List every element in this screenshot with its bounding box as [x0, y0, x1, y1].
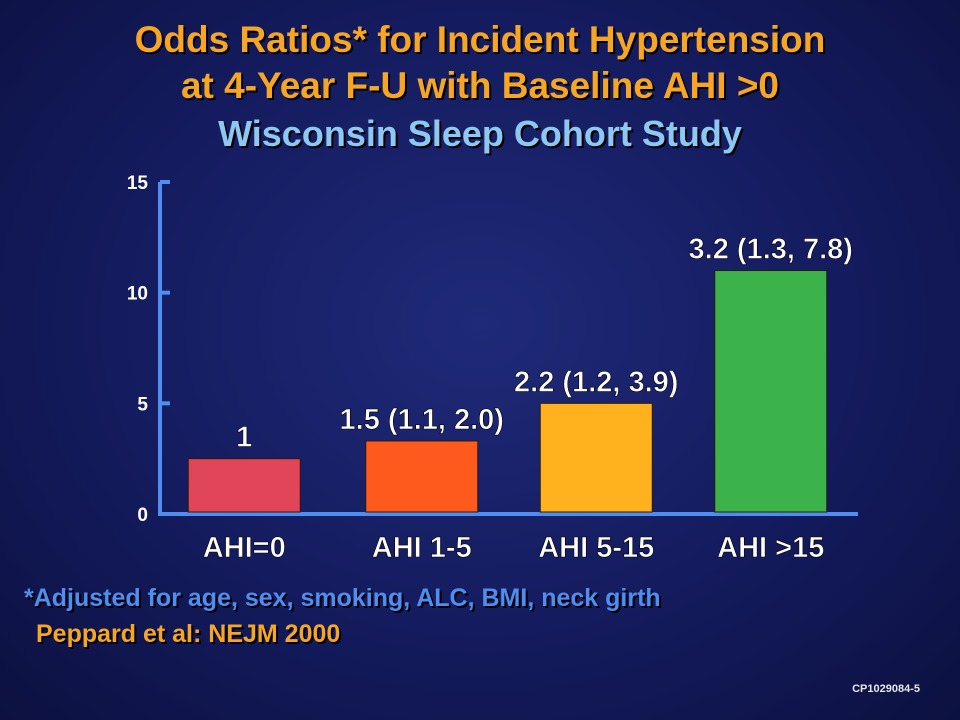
bar: [714, 270, 828, 513]
y-tick-label: 5: [137, 394, 148, 415]
bar-data-label: 2.2 (1.2, 3.9): [514, 366, 678, 398]
reference-footnote: Peppard et al: NEJM 2000: [36, 620, 341, 648]
y-tick-label: 15: [127, 173, 149, 194]
bar: [365, 440, 479, 513]
x-category-label: AHI=0: [203, 532, 286, 564]
chart-subtitle: Wisconsin Sleep Cohort Study: [218, 113, 742, 154]
bar: [187, 458, 301, 513]
y-tick-label: 10: [127, 284, 148, 305]
slide-code: CP1029084-5: [852, 683, 920, 695]
bar-data-label: 1: [236, 422, 252, 454]
y-tick-label: 0: [137, 505, 148, 526]
adjustment-footnote: *Adjusted for age, sex, smoking, ALC, BM…: [24, 584, 661, 612]
bar-data-label: 1.5 (1.1, 2.0): [340, 404, 504, 436]
chart-title-line1: Odds Ratios* for Incident Hypertension: [134, 19, 826, 60]
x-category-label: AHI 1-5: [372, 532, 472, 564]
x-category-label: AHI >15: [717, 532, 824, 564]
x-category-label: AHI 5-15: [538, 532, 654, 564]
chart-title-line2: at 4-Year F-U with Baseline AHI >0: [180, 65, 780, 106]
bar: [539, 402, 653, 513]
bar-data-label: 3.2 (1.3, 7.8): [689, 234, 853, 266]
